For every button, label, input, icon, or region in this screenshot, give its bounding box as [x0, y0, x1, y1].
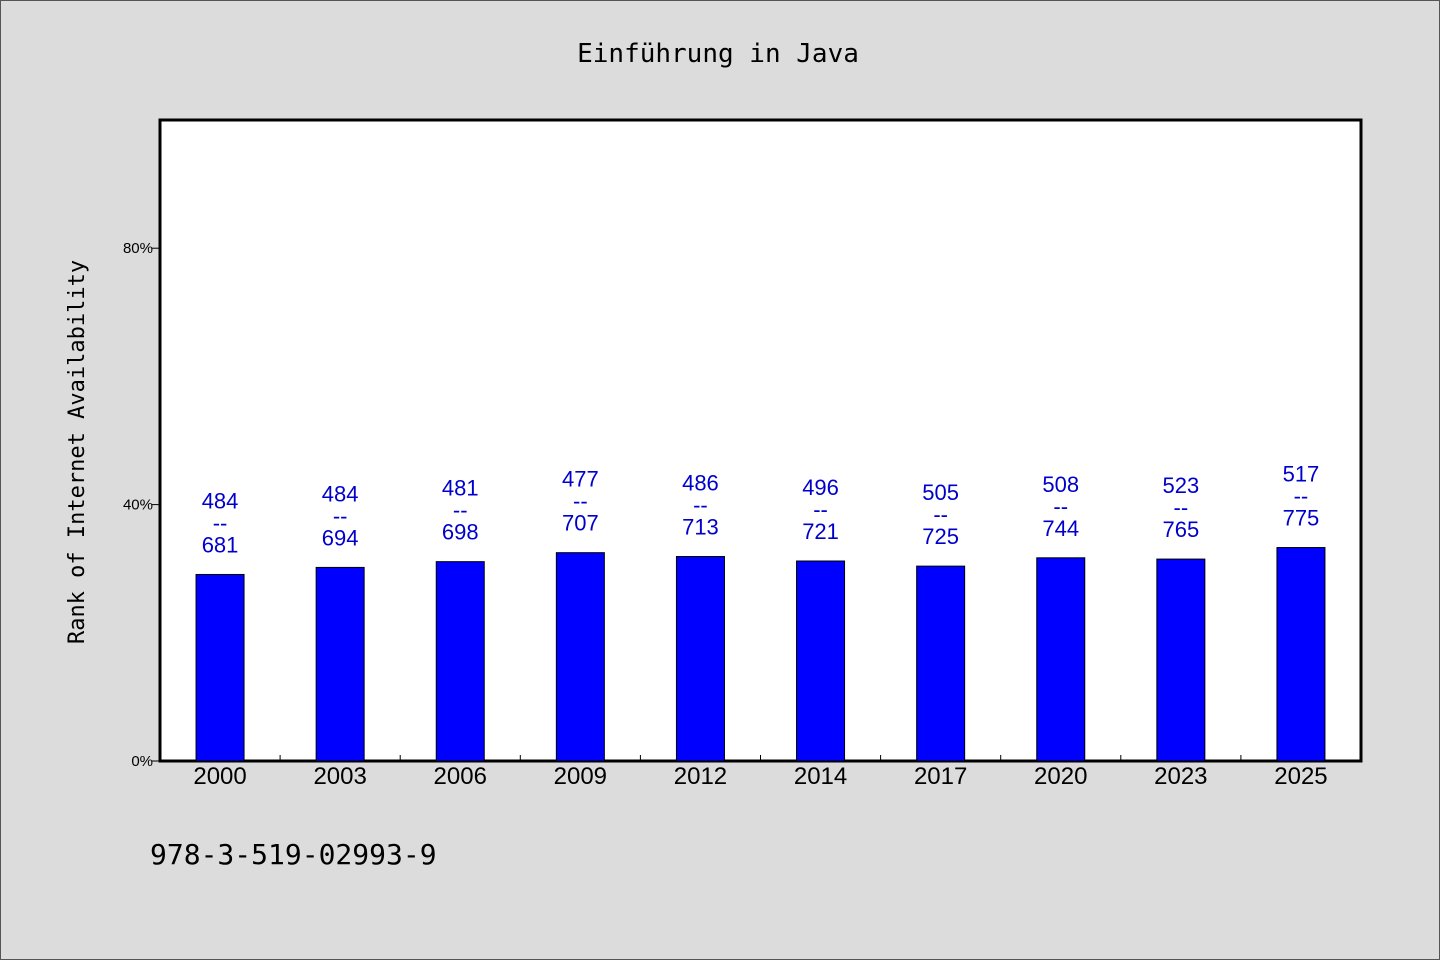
bar	[435, 561, 485, 762]
x-axis-ticks: 2000 2003 2006 2009 2012 2014 2017 2020 2023 2025	[193, 755, 1328, 790]
data-label-separator: --	[573, 489, 588, 514]
x-tick-label: 2006	[434, 763, 487, 790]
y-axis-label: Rank of Internet Availability	[65, 260, 90, 644]
data-label-top: 484	[322, 481, 359, 506]
bar	[1156, 558, 1206, 762]
data-label-separator: --	[333, 503, 348, 528]
y-tick-label: 80%	[123, 240, 153, 257]
data-labels: 484--681484--694481--698477--707486--713…	[202, 462, 1320, 558]
data-label-top: 481	[442, 476, 479, 501]
x-tick-label: 2023	[1154, 763, 1207, 790]
data-label-bottom: 713	[682, 515, 719, 540]
data-label-bottom: 681	[202, 532, 239, 557]
data-label-bottom: 744	[1042, 516, 1079, 541]
data-label-bottom: 775	[1283, 506, 1320, 531]
bar	[796, 560, 846, 762]
data-label-top: 505	[922, 480, 959, 505]
data-label-separator: --	[1174, 495, 1189, 520]
chart-title: Einführung in Java	[577, 39, 859, 69]
data-label-separator: --	[213, 510, 228, 535]
x-tick-label: 2020	[1034, 763, 1087, 790]
data-label-bottom: 694	[322, 525, 359, 550]
x-tick-label: 2009	[554, 763, 607, 790]
data-label-bottom: 698	[442, 520, 479, 545]
data-label-top: 484	[202, 488, 239, 513]
data-label-top: 517	[1283, 462, 1320, 487]
bar	[1036, 557, 1086, 762]
data-label-top: 486	[682, 471, 719, 496]
y-axis-ticks: 0% 40% 80%	[123, 240, 160, 770]
y-tick-label: 0%	[131, 753, 153, 770]
x-tick-label: 2000	[193, 763, 246, 790]
data-label-top: 496	[802, 475, 839, 500]
data-label-separator: --	[693, 493, 708, 518]
data-label-bottom: 707	[562, 511, 599, 536]
data-label-bottom: 765	[1162, 517, 1199, 542]
bar	[675, 556, 725, 762]
bar	[916, 565, 966, 762]
data-label-bottom: 721	[802, 519, 839, 544]
data-label-bottom: 725	[922, 524, 959, 549]
data-label-separator: --	[1053, 494, 1068, 519]
data-label-top: 477	[562, 467, 599, 492]
data-label-separator: --	[1294, 484, 1309, 509]
bars	[195, 547, 1326, 762]
bar	[1276, 547, 1326, 762]
isbn-text: 978-3-519-02993-9	[150, 838, 437, 871]
x-tick-label: 2025	[1274, 763, 1327, 790]
data-label-separator: --	[813, 497, 828, 522]
data-label-top: 508	[1042, 472, 1079, 497]
y-tick-label: 40%	[123, 497, 153, 514]
x-tick-label: 2003	[313, 763, 366, 790]
bar	[555, 552, 605, 762]
x-tick-label: 2017	[914, 763, 967, 790]
data-label-top: 523	[1162, 473, 1199, 498]
data-label-separator: --	[933, 502, 948, 527]
bar	[195, 573, 245, 762]
x-tick-label: 2014	[794, 763, 847, 790]
data-label-separator: --	[453, 498, 468, 523]
x-tick-label: 2012	[674, 763, 727, 790]
bar	[315, 566, 365, 762]
